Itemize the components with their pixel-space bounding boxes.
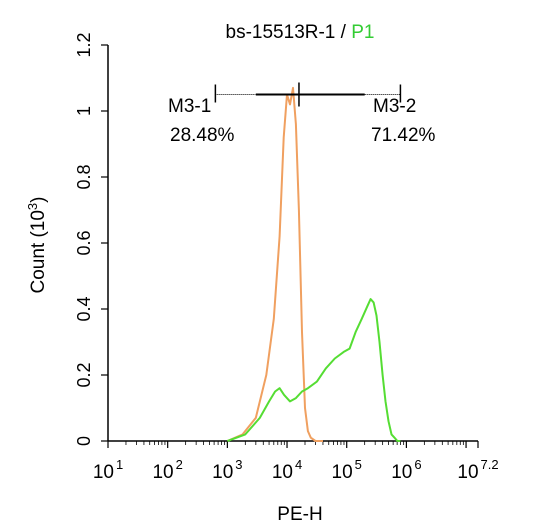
histogram-series-2: [227, 298, 401, 442]
x-tick-label: 10 1: [93, 457, 123, 483]
marker-m3-2-label: M3-2: [373, 96, 416, 117]
x-tick-exponent: 3: [235, 457, 242, 472]
y-tick-label: 0.2: [74, 362, 94, 387]
x-tick-exponent: 2: [176, 457, 183, 472]
x-ticks: 10 1 10 2 10 3 10 4 10 5 10 6 10 7.2: [93, 441, 499, 483]
x-tick-base: 10: [93, 462, 114, 483]
marker-m3-1-percent: 28.48%: [170, 125, 235, 146]
y-axis-label-sup: 3: [25, 203, 40, 210]
x-tick-exponent: 5: [355, 457, 362, 472]
title-sample: bs-15513R-1: [226, 22, 336, 43]
y-tick-label: 1.2: [74, 32, 94, 57]
x-tick-base: 10: [332, 462, 353, 483]
y-axis-label-close: ): [28, 196, 49, 202]
y-axis-label: Count (103): [25, 196, 49, 293]
x-tick-base: 10: [457, 462, 478, 483]
x-axis-label: PE-H: [277, 504, 322, 525]
x-tick-base: 10: [152, 462, 173, 483]
histogram-series-1: [227, 86, 323, 442]
y-tick-label: 1: [74, 106, 94, 116]
y-axis-label-text: Count (10: [28, 210, 49, 293]
x-tick-label: 10 5: [332, 457, 362, 483]
chart-title: bs-15513R-1 / P1: [226, 22, 375, 43]
x-tick-exponent: 4: [295, 457, 302, 472]
marker-m3-2-percent: 71.42%: [371, 125, 436, 146]
x-tick-label: 10 3: [212, 457, 242, 483]
y-tick-label: 0.8: [74, 164, 94, 189]
title-gate: P1: [351, 22, 374, 43]
series-layer: [227, 86, 401, 442]
x-tick-label: 10 6: [391, 457, 421, 483]
x-tick-exponent: 6: [414, 457, 421, 472]
y-tick-label: 0.4: [74, 296, 94, 321]
x-tick-base: 10: [212, 462, 233, 483]
marker-m3-1-label: M3-1: [168, 96, 211, 117]
x-tick-label: 10 7.2: [457, 457, 498, 483]
x-tick-base: 10: [272, 462, 293, 483]
y-tick-label: 0.6: [74, 230, 94, 255]
x-tick-exponent: 7.2: [481, 457, 499, 472]
x-tick-exponent: 1: [116, 457, 123, 472]
x-tick-label: 10 2: [152, 457, 182, 483]
y-ticks: 0 0.2 0.4 0.6 0.8 1 1.2: [74, 32, 108, 446]
y-tick-label: 0: [74, 436, 94, 446]
marker-layer: M3-1 28.48% M3-2 71.42%: [168, 82, 436, 146]
x-tick-base: 10: [391, 462, 412, 483]
title-separator: /: [335, 22, 351, 43]
x-tick-label: 10 4: [272, 457, 302, 483]
